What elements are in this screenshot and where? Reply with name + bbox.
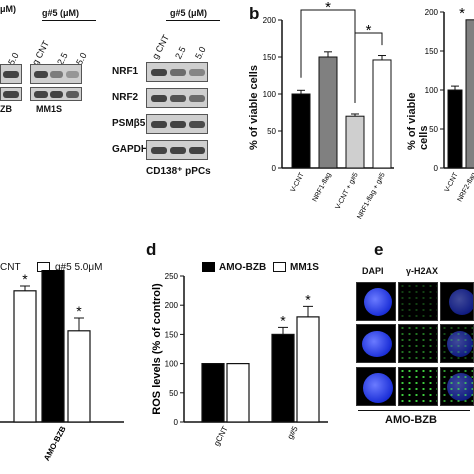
c-bar [67,330,91,423]
micrograph-h2ax-3 [398,367,438,406]
g5-header: g#5 (μM) [42,8,80,18]
b2-category-label: NRF2-flag [457,172,474,204]
left-blot-header: μM) [0,4,17,14]
d-ytick-label: 200 [165,301,179,310]
legend-mm1s-swatch [273,262,286,272]
panel-b-letter: b [249,4,260,23]
d-bar [271,333,295,423]
right-lane-gcnt: g CNT [150,33,172,61]
legend-amo-label: AMO-BZB [219,262,267,273]
c-bar [13,290,37,423]
d-ytick-label: 0 [174,418,179,427]
c-category-label: AMO-BZB [42,425,68,463]
d-sig-star: * [305,291,311,307]
d-ytick-label: 50 [169,389,178,398]
mid-blot-row-2 [30,87,82,101]
micrograph-dapi-3 [356,367,396,406]
d-ylabel: ROS levels (% of control) [151,283,163,415]
right-header-line [166,20,220,21]
right-blot-gapdh [146,140,208,160]
protein-nrf2: NRF2 [112,92,139,103]
d-bar [201,362,225,423]
c-sig-star: * [22,271,28,287]
b2-bar [447,89,463,169]
d-category-label: gCNT [212,425,230,448]
b-category-label: V-CNT + g#5 [335,172,360,211]
panel-d-letter: d [146,240,157,259]
left-row-label-zb: ZB [0,104,12,114]
legend-mm1s-label: MM1S [290,262,319,273]
d-ytick-label: 150 [165,330,179,339]
pcs-caption: CD138⁺ pPCs [146,166,211,177]
right-lane-5-0: 5.0 [193,44,208,61]
d-sig-star: * [280,312,286,328]
b-ytick-label: 0 [272,164,277,173]
d-ytick-label: 100 [165,360,179,369]
g5-lane-gcnt: g CNT [30,39,52,67]
b2-bar [465,19,474,169]
d-bar [226,362,250,423]
protein-nrf1: NRF1 [112,66,139,77]
right-blot-nrf2 [146,88,208,108]
b2-ytick-label: 200 [425,8,439,17]
b-ytick-label: 50 [267,127,276,136]
b-category-label: V-CNT [290,171,306,193]
d-ytick-label: 250 [165,272,179,281]
g5-header-line [42,20,96,21]
b-sig-star-1: * [325,0,331,16]
legend-g5-label: g#5 5.0μM [55,262,103,273]
panel-b-chart: 0 50 100 150 200 V-CNT NRF1-flag V-CNT + g#5NRF… [263,0,394,221]
col-dapi: DAPI [362,266,384,276]
c-bar [41,270,65,423]
right-blot-nrf1 [146,62,208,82]
b-bar [318,56,338,169]
d-bar [296,316,320,423]
micrograph-dapi-2 [356,324,396,363]
legend-amo-swatch [202,262,215,272]
b2-sig-star: * [459,5,465,22]
legend-cnt-label: CNT [0,262,21,273]
right-blot-header: g#5 (μM) [170,8,208,18]
micrograph-merge-1 [440,282,474,321]
micrograph-merge-2 [440,324,474,363]
b-sig-star-2: * [366,22,372,39]
panel-e-caption: AMO-BZB [385,414,437,426]
left-blot-row-2 [0,87,22,101]
b-category-label: NRF1-flag + g#5 [356,172,386,221]
b-sig-bracket-2 [354,32,383,103]
mid-blot-row-1 [30,64,82,84]
b2-category-label: V-CNT [444,171,460,193]
panel-e-letter: e [374,240,384,259]
protein-gapdh: GAPDH [112,144,149,155]
panel-b-ylabel: % of viable cells [248,65,260,150]
right-blot-psmb5 [146,114,208,134]
col-h2ax: γ-H2AX [406,266,439,276]
b-ytick-label: 200 [263,16,277,25]
micrograph-h2ax-2 [398,324,438,363]
left-blot-row-1 [0,64,22,84]
b-bar [345,115,365,169]
micrograph-merge-3 [440,367,474,406]
b2-ytick-label: 150 [425,47,439,56]
micrograph-dapi-1 [356,282,396,321]
left-row-label-mm1s: MM1S [36,104,63,114]
panel-c-chart: * * AMO-BZB [0,270,124,463]
micrograph-h2ax-1 [398,282,438,321]
b-bar [291,93,311,169]
panel-e-caption-line [358,410,470,411]
d-category-label: g#5 [286,424,300,440]
b2-ytick-label: 0 [434,164,439,173]
b2-ytick-label: 100 [425,86,439,95]
b-category-label: NRF1-flag [312,172,333,204]
protein-psmb5: PSMβ5 [112,118,146,129]
c-sig-star: * [76,303,82,319]
b-ytick-label: 150 [263,53,277,62]
b-bar [372,59,392,169]
b-ytick-label: 100 [263,90,277,99]
right-lane-2-5: 2.5 [173,44,188,61]
b2-ytick-label: 50 [429,125,438,134]
